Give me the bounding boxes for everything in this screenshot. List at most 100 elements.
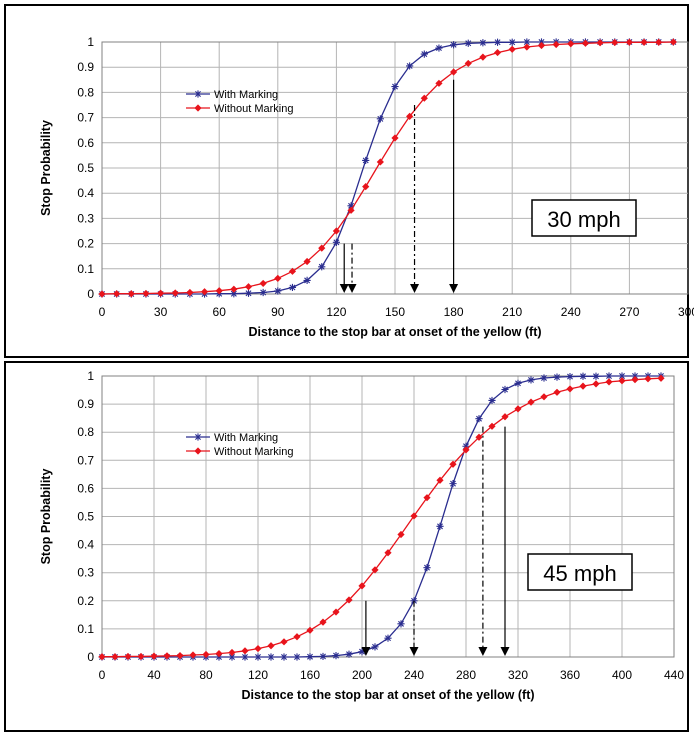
y-axis-title: Stop Probability	[39, 120, 53, 216]
data-point-without-marking	[596, 39, 604, 47]
data-point-without-marking	[527, 398, 535, 406]
data-point-with-marking	[579, 372, 587, 380]
chart-30mph: 0 0.1 0.2 0.3 0.4 0.5 0.6 0.7 0.8 0.9 1 0 30 60 90 120 1…	[39, 35, 694, 339]
speed-annotation-label: 30 mph	[547, 207, 620, 232]
data-point-without-marking	[176, 651, 184, 660]
arrowhead-icon	[449, 284, 459, 293]
data-point-with-marking	[475, 415, 483, 423]
data-point-without-marking	[200, 288, 209, 296]
data-point-without-marking	[186, 288, 194, 297]
data-point-without-marking	[319, 618, 327, 626]
y-tick-label: 1	[87, 369, 94, 383]
data-point-without-marking	[508, 45, 516, 53]
x-tick-label: 0	[99, 668, 106, 682]
data-point-with-marking	[303, 276, 311, 284]
data-point-without-marking	[566, 385, 574, 393]
y-tick-label: 0	[87, 287, 94, 301]
series-line-with-marking	[102, 41, 674, 295]
data-point-without-marking	[127, 290, 135, 298]
x-tick-label: 0	[99, 305, 106, 319]
x-tick-label: 270	[619, 305, 639, 319]
x-tick-label: 240	[404, 668, 424, 682]
y-tick-label: 0.4	[77, 538, 94, 552]
data-point-with-marking	[450, 41, 458, 49]
x-tick-label: 180	[444, 305, 464, 319]
data-point-without-marking	[303, 257, 311, 266]
y-tick-label: 0.5	[77, 510, 94, 524]
data-point-without-marking	[171, 289, 179, 297]
x-axis-title: Distance to the stop bar at onset of the…	[241, 688, 534, 702]
data-point-without-marking	[605, 378, 613, 386]
data-point-without-marking	[581, 39, 590, 47]
arrowhead-icon	[361, 647, 371, 656]
data-point-without-marking	[98, 290, 106, 298]
data-point-without-marking	[137, 652, 145, 661]
y-tick-label: 0.8	[77, 425, 94, 439]
data-point-with-marking	[605, 372, 613, 380]
data-point-without-marking	[244, 283, 253, 291]
x-axis-title: Distance to the stop bar at onset of the…	[248, 325, 541, 339]
data-point-with-marking	[254, 653, 262, 661]
data-point-without-marking	[254, 644, 262, 653]
y-tick-label: 0.8	[77, 85, 94, 99]
data-point-without-marking	[362, 183, 370, 191]
y-tick-label: 0.1	[77, 262, 94, 276]
data-point-without-marking	[267, 642, 275, 650]
x-tick-label: 300	[678, 305, 694, 319]
data-point-without-marking	[552, 40, 560, 49]
data-point-without-marking	[540, 393, 548, 401]
data-point-with-marking	[267, 653, 275, 661]
data-point-without-marking	[124, 652, 132, 661]
data-point-without-marking	[189, 651, 197, 659]
legend-star-marker	[194, 433, 202, 441]
arrowhead-icon	[500, 647, 510, 656]
data-point-with-marking	[479, 39, 487, 47]
data-point-without-marking	[332, 227, 340, 235]
x-tick-label: 80	[199, 668, 213, 682]
chart-panel-45mph: 0 0.1 0.2 0.3 0.4 0.5 0.6 0.7 0.8 0.9 1 0 40 80 120 160…	[4, 361, 689, 732]
data-point-without-marking	[611, 38, 619, 47]
legend-diamond-marker	[194, 447, 202, 455]
data-point-with-marking	[274, 287, 282, 295]
data-point-without-marking	[493, 48, 502, 57]
data-point-with-marking	[358, 648, 366, 656]
data-point-without-marking	[113, 290, 121, 298]
data-point-without-marking	[280, 638, 288, 646]
data-point-with-marking	[244, 289, 253, 297]
arrowhead-icon	[347, 284, 357, 293]
data-point-without-marking	[567, 40, 575, 48]
data-point-with-marking	[449, 480, 457, 488]
data-point-with-marking	[410, 597, 418, 605]
data-point-without-marking	[150, 652, 158, 660]
data-point-with-marking	[306, 653, 314, 661]
data-point-with-marking	[397, 620, 405, 628]
arrowhead-icon	[409, 647, 419, 656]
legend-label: With Marking	[214, 89, 278, 101]
x-tick-label: 240	[561, 305, 581, 319]
data-point-with-marking	[592, 372, 600, 380]
data-point-with-marking	[362, 156, 370, 165]
data-point-with-marking	[230, 290, 238, 298]
data-point-without-marking	[462, 446, 470, 454]
x-tick-label: 280	[456, 668, 476, 682]
x-tick-label: 30	[154, 305, 168, 319]
data-point-with-marking	[514, 379, 522, 387]
data-point-without-marking	[655, 38, 663, 46]
data-point-without-marking	[288, 267, 297, 275]
data-point-without-marking	[420, 94, 428, 102]
data-point-with-marking	[435, 44, 443, 52]
y-tick-label: 0.3	[77, 211, 94, 225]
legend-label: With Marking	[214, 432, 278, 444]
data-point-without-marking	[475, 433, 483, 441]
x-tick-label: 160	[300, 668, 320, 682]
x-tick-label: 60	[213, 305, 227, 319]
chart-45mph: 0 0.1 0.2 0.3 0.4 0.5 0.6 0.7 0.8 0.9 1 0 40 80 120 160…	[39, 369, 684, 702]
data-point-without-marking	[410, 512, 418, 520]
series-line-without-marking	[102, 377, 662, 658]
y-axis-title: Stop Probability	[39, 469, 53, 565]
legend-label: Without Marking	[214, 446, 293, 458]
data-point-without-marking	[111, 653, 119, 661]
data-point-with-marking	[553, 373, 561, 381]
data-point-with-marking	[318, 263, 326, 271]
data-point-with-marking	[228, 653, 236, 661]
